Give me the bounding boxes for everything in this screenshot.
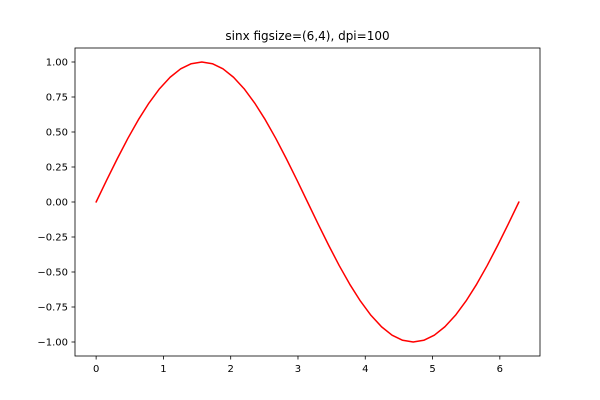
x-tick-label: 4 (362, 364, 368, 375)
plot-series-group (95, 61, 520, 343)
x-tick-label: 5 (429, 364, 435, 375)
x-tick-label: 2 (228, 364, 234, 375)
y-axis: −1.00 −0.75 −0.50 −0.25 0.00 0.25 0.50 0.75 1.00 (37, 58, 75, 349)
y-tick-label: 0.00 (46, 198, 68, 209)
x-axis: 0 1 2 3 4 5 6 (93, 356, 503, 375)
y-tick-label: 0.50 (46, 128, 68, 139)
y-tick-label: 0.75 (46, 93, 68, 104)
chart-title: sinx figsize=(6,4), dpi=100 (225, 29, 389, 43)
y-tick-label: 0.25 (46, 163, 68, 174)
x-tick-label: 0 (93, 364, 99, 375)
y-tick-label: −1.00 (37, 338, 68, 349)
plot-frame (74, 47, 541, 357)
x-tick-label: 3 (295, 364, 301, 375)
y-tick-label: 1.00 (46, 58, 68, 69)
x-tick-label: 6 (497, 364, 503, 375)
y-tick-label: −0.25 (37, 233, 68, 244)
y-tick-label: −0.50 (37, 268, 68, 279)
x-tick-label: 1 (160, 364, 166, 375)
series-line-0 (95, 61, 520, 343)
y-tick-label: −0.75 (37, 303, 68, 314)
